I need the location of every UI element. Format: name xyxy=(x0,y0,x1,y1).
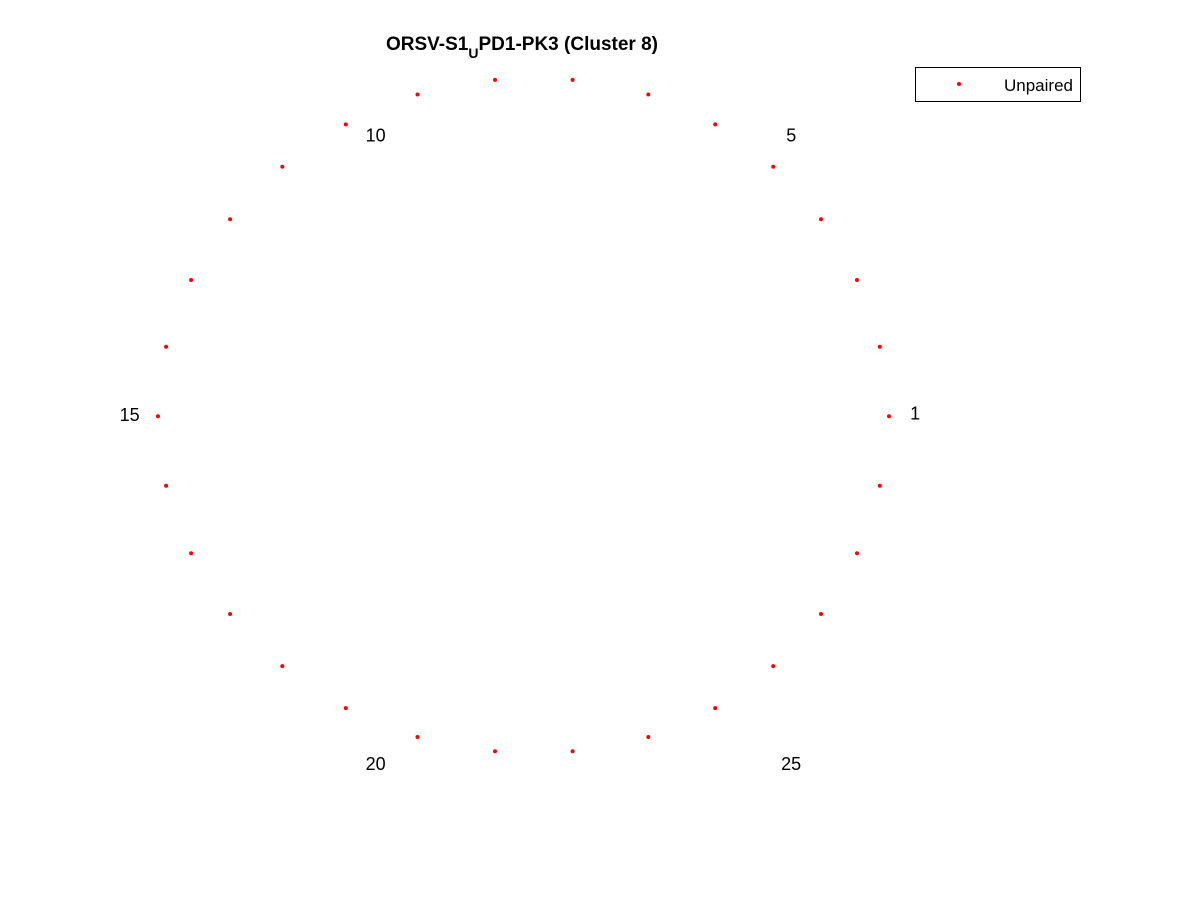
point-20 xyxy=(280,664,285,669)
point-13 xyxy=(228,217,233,222)
point-label-1: 1 xyxy=(910,403,920,423)
point-15 xyxy=(164,344,169,349)
legend: Unpaired xyxy=(915,67,1081,102)
chart-title: ORSV-S1UPD1-PK3 (Cluster 8) xyxy=(386,34,658,61)
point-8 xyxy=(570,77,575,82)
legend-marker-unpaired xyxy=(957,82,961,86)
point-12 xyxy=(280,164,285,169)
point-14 xyxy=(189,278,194,282)
point-22 xyxy=(415,735,420,739)
series-unpaired-points xyxy=(156,77,891,754)
chart-title-suffix: PD1-PK3 (Cluster 8) xyxy=(479,34,659,55)
point-3 xyxy=(855,278,859,282)
point-24 xyxy=(570,749,575,754)
legend-box xyxy=(915,67,1081,102)
point-23 xyxy=(493,749,497,754)
point-5 xyxy=(771,164,776,169)
point-17 xyxy=(164,483,169,488)
point-30 xyxy=(877,483,882,488)
point-label-20: 20 xyxy=(366,754,386,774)
point-26 xyxy=(713,706,718,711)
point-label-5: 5 xyxy=(786,125,796,145)
point-27 xyxy=(771,664,776,669)
point-9 xyxy=(493,77,497,82)
point-19 xyxy=(228,612,233,616)
point-1 xyxy=(887,414,891,419)
point-21 xyxy=(343,706,348,711)
chart-title-subscript: U xyxy=(468,45,478,61)
point-18 xyxy=(189,551,194,556)
point-7 xyxy=(646,92,651,97)
point-10 xyxy=(415,92,420,97)
point-11 xyxy=(343,122,348,127)
point-label-10: 10 xyxy=(366,125,386,145)
point-label-25: 25 xyxy=(781,754,801,774)
point-6 xyxy=(713,122,718,127)
point-28 xyxy=(819,612,823,616)
point-16 xyxy=(156,414,160,419)
point-25 xyxy=(646,735,651,739)
point-2 xyxy=(877,344,882,349)
point-4 xyxy=(819,217,823,222)
chart-title-prefix: ORSV-S1 xyxy=(386,34,469,55)
point-29 xyxy=(855,551,859,556)
point-label-15: 15 xyxy=(120,405,140,425)
legend-label-unpaired: Unpaired xyxy=(1004,76,1073,95)
